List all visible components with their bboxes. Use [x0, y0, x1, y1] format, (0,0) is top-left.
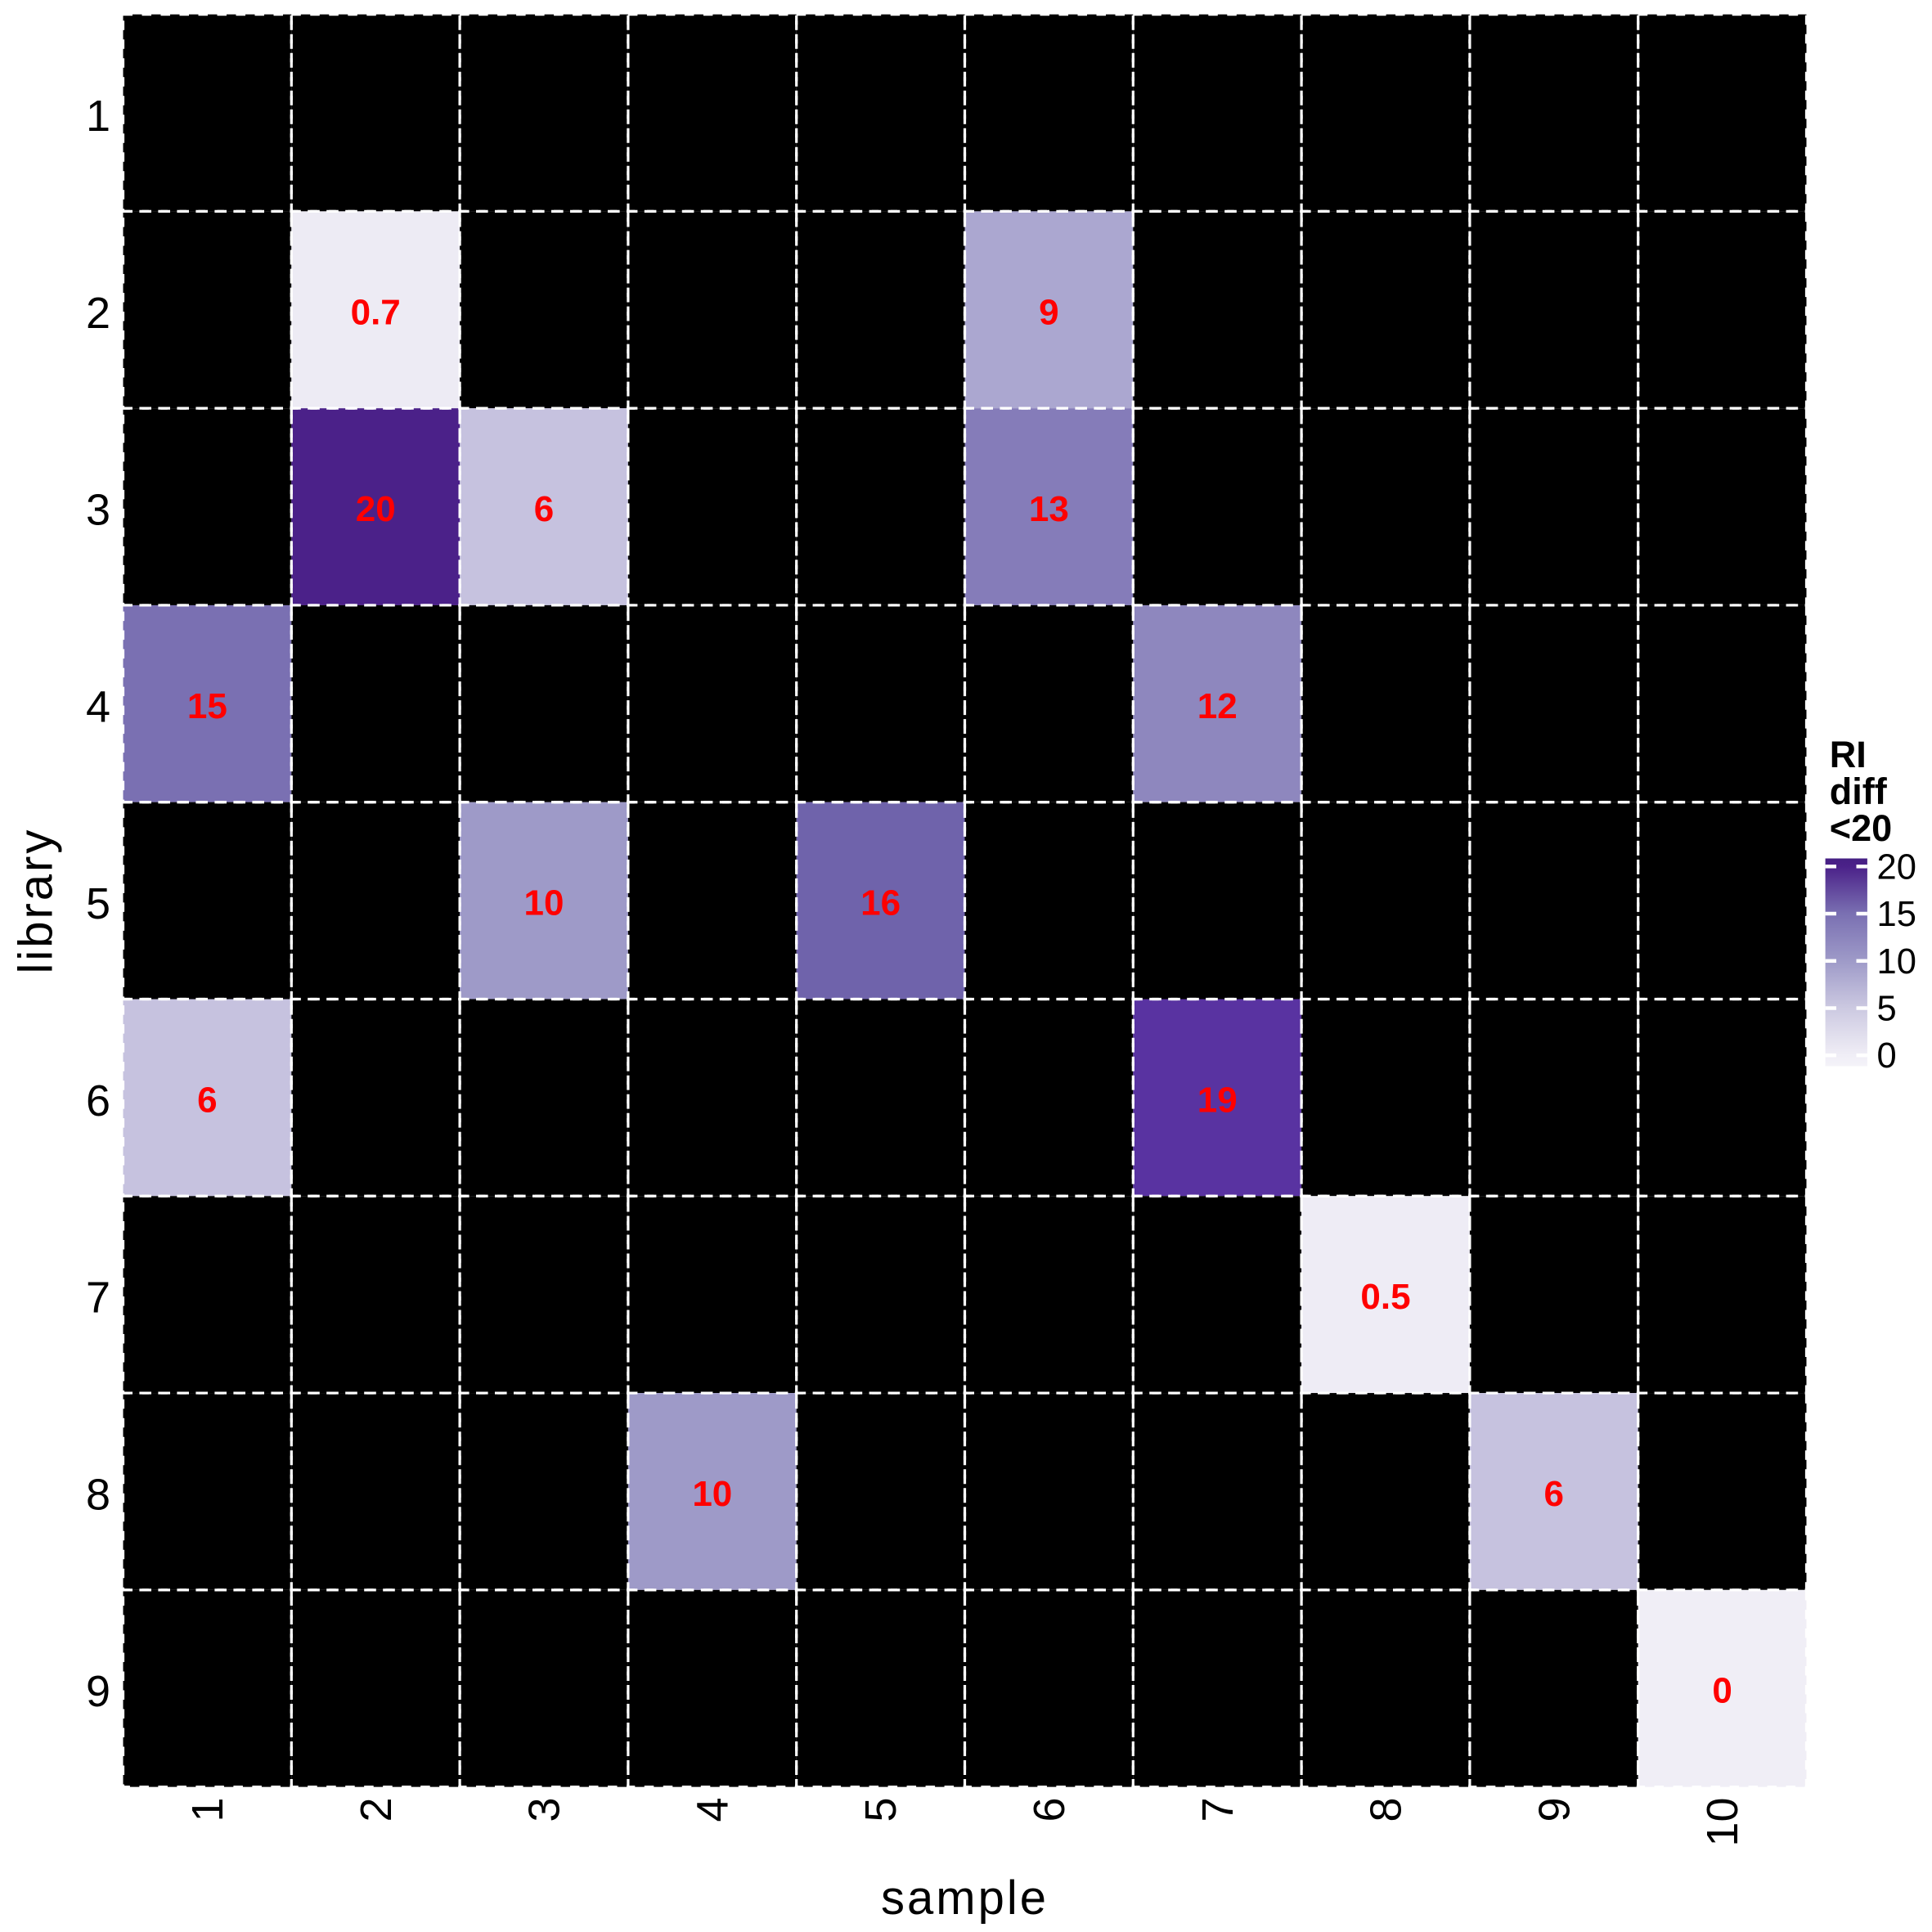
svg-text:0.5: 0.5: [1360, 1277, 1410, 1317]
svg-text:2: 2: [352, 1798, 401, 1822]
svg-text:5: 5: [856, 1798, 905, 1822]
svg-text:4: 4: [86, 682, 110, 731]
svg-text:6: 6: [197, 1080, 217, 1120]
svg-text:6: 6: [1544, 1474, 1564, 1514]
svg-text:10: 10: [692, 1474, 732, 1514]
svg-text:3: 3: [520, 1798, 569, 1822]
svg-text:3: 3: [86, 486, 110, 535]
svg-text:12: 12: [1197, 686, 1238, 726]
svg-text:9: 9: [1039, 292, 1058, 332]
svg-text:RI: RI: [1830, 734, 1867, 775]
svg-text:6: 6: [86, 1076, 110, 1126]
svg-text:4: 4: [688, 1798, 737, 1822]
svg-text:9: 9: [1530, 1798, 1579, 1822]
svg-text:10: 10: [1877, 942, 1916, 982]
svg-text:16: 16: [860, 883, 901, 923]
svg-text:5: 5: [86, 879, 110, 928]
svg-text:8: 8: [86, 1470, 110, 1519]
svg-text:13: 13: [1029, 489, 1069, 529]
svg-text:7: 7: [86, 1274, 110, 1323]
svg-text:20: 20: [1877, 847, 1916, 887]
svg-text:1: 1: [86, 92, 110, 141]
svg-text:1: 1: [183, 1798, 232, 1822]
svg-text:diff: diff: [1830, 771, 1888, 812]
svg-text:6: 6: [534, 489, 554, 529]
svg-text:2: 2: [86, 289, 110, 338]
svg-text:0: 0: [1712, 1671, 1732, 1711]
svg-text:15: 15: [187, 686, 227, 726]
svg-text:10: 10: [1698, 1798, 1747, 1847]
svg-text:<20: <20: [1830, 807, 1892, 849]
svg-text:library: library: [10, 828, 63, 974]
svg-text:sample: sample: [881, 1871, 1049, 1925]
svg-text:5: 5: [1877, 990, 1897, 1029]
svg-text:20: 20: [356, 489, 396, 529]
svg-text:19: 19: [1197, 1080, 1238, 1120]
svg-text:10: 10: [524, 883, 564, 923]
svg-text:0.7: 0.7: [351, 292, 401, 332]
svg-text:8: 8: [1362, 1798, 1411, 1822]
svg-text:9: 9: [86, 1667, 110, 1716]
svg-text:6: 6: [1025, 1798, 1074, 1822]
svg-text:15: 15: [1877, 895, 1916, 934]
svg-text:0: 0: [1877, 1036, 1897, 1076]
svg-text:7: 7: [1193, 1798, 1242, 1822]
